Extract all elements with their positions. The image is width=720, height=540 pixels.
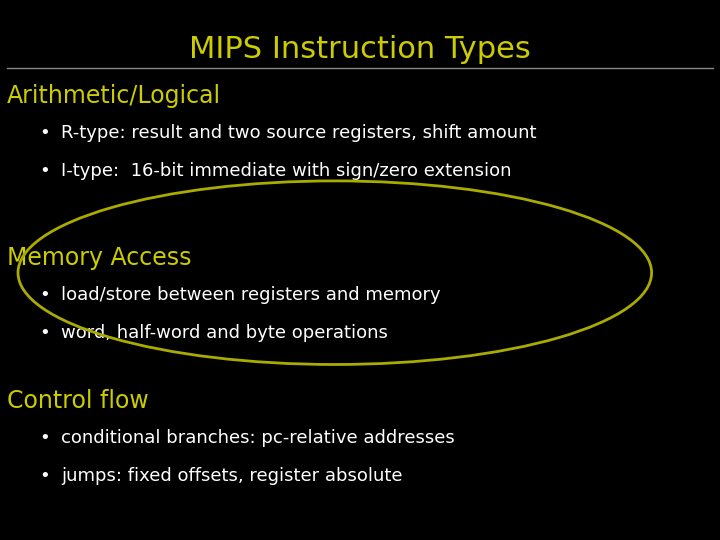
Text: MIPS Instruction Types: MIPS Instruction Types — [189, 35, 531, 64]
Text: Control flow: Control flow — [7, 389, 149, 413]
Text: •: • — [40, 324, 50, 342]
Text: R-type: result and two source registers, shift amount: R-type: result and two source registers,… — [61, 124, 536, 142]
Text: jumps: fixed offsets, register absolute: jumps: fixed offsets, register absolute — [61, 467, 402, 485]
Text: Memory Access: Memory Access — [7, 246, 192, 269]
Text: •: • — [40, 429, 50, 447]
Text: •: • — [40, 124, 50, 142]
Text: word, half-word and byte operations: word, half-word and byte operations — [61, 324, 388, 342]
Text: Arithmetic/Logical: Arithmetic/Logical — [7, 84, 221, 107]
Text: conditional branches: pc-relative addresses: conditional branches: pc-relative addres… — [61, 429, 455, 447]
Text: •: • — [40, 162, 50, 180]
Text: •: • — [40, 467, 50, 485]
Text: load/store between registers and memory: load/store between registers and memory — [61, 286, 441, 304]
Text: I-type:  16-bit immediate with sign/zero extension: I-type: 16-bit immediate with sign/zero … — [61, 162, 512, 180]
Text: •: • — [40, 286, 50, 304]
